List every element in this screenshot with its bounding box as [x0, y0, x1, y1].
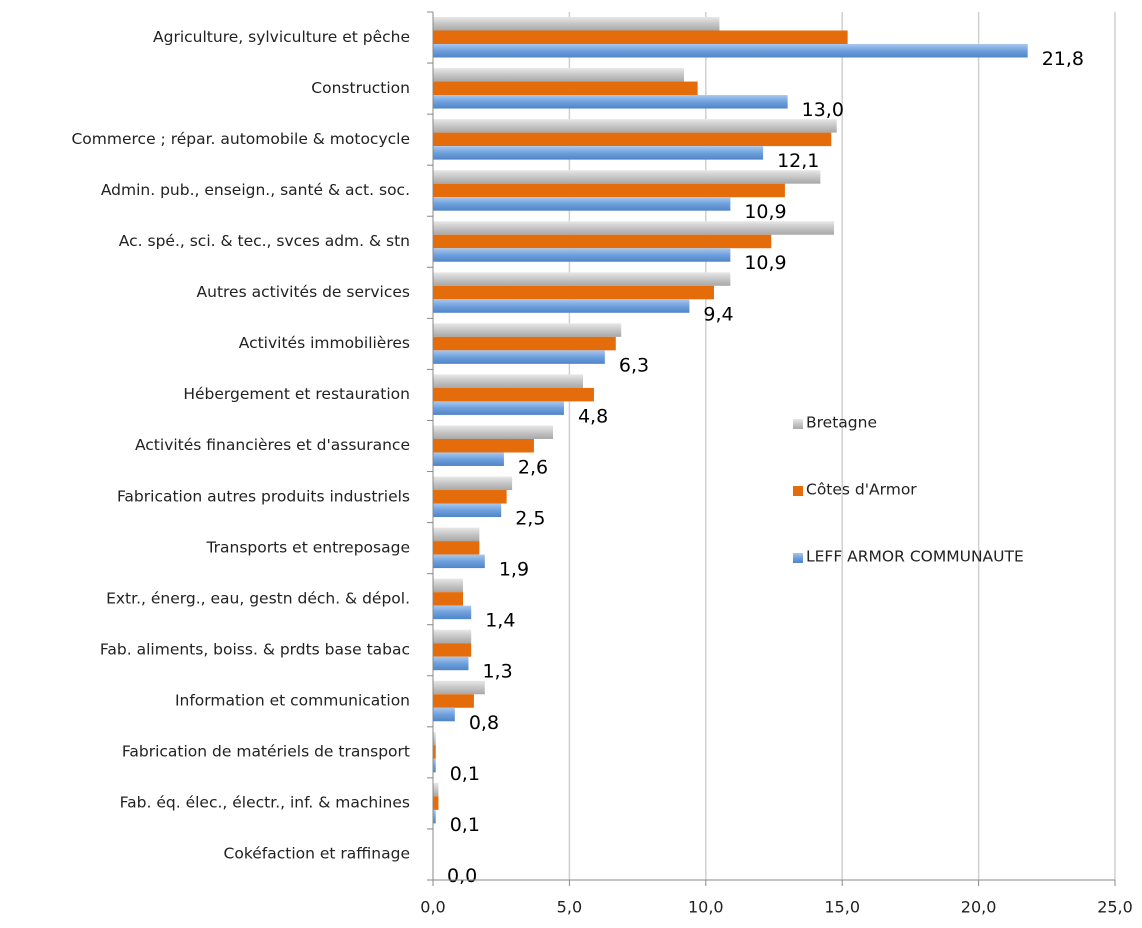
value-label: 12,1 — [777, 150, 819, 172]
bar — [433, 387, 594, 402]
bar — [433, 452, 504, 466]
bar — [433, 146, 764, 160]
category-label: Agriculture, sylviculture et pêche — [153, 28, 410, 46]
bar — [433, 81, 698, 96]
bar — [433, 425, 554, 439]
value-label: 13,0 — [802, 99, 844, 121]
x-tick-label: 10,0 — [688, 898, 724, 917]
bar — [433, 197, 731, 211]
bar — [433, 299, 690, 313]
x-tick-label: 0,0 — [420, 898, 445, 917]
bar — [433, 541, 480, 555]
bar — [433, 694, 474, 708]
bar — [433, 758, 436, 773]
bar — [433, 17, 720, 31]
bar — [433, 438, 534, 453]
bar — [433, 592, 464, 606]
x-tick-label: 15,0 — [824, 898, 860, 917]
category-label: Admin. pub., enseign., santé & act. soc. — [101, 181, 410, 199]
bar — [433, 554, 485, 569]
value-label: 1,4 — [485, 610, 515, 632]
value-label: 0,1 — [450, 763, 480, 785]
bar — [433, 132, 832, 147]
value-label: 10,9 — [744, 252, 786, 274]
category-label: Commerce ; répar. automobile & motocycle — [71, 130, 410, 148]
category-label: Transports et entreposage — [205, 538, 410, 556]
value-label: 0,8 — [469, 712, 499, 734]
bar — [433, 272, 731, 286]
bar — [433, 527, 480, 542]
legend-swatch — [793, 486, 803, 496]
category-label: Fab. éq. élec., électr., inf. & machines — [120, 794, 410, 812]
category-label: Autres activités de services — [197, 283, 410, 301]
value-label: 1,9 — [499, 559, 529, 581]
legend-label: LEFF ARMOR COMMUNAUTE — [806, 548, 1024, 566]
category-label: Activités immobilières — [239, 334, 410, 352]
value-label: 0,1 — [450, 814, 480, 836]
bar — [433, 183, 785, 198]
bar — [433, 248, 731, 262]
bar — [433, 401, 564, 415]
value-label: 2,6 — [518, 456, 548, 478]
bar — [433, 221, 835, 235]
bar — [433, 503, 502, 518]
category-label: Fab. aliments, boiss. & prdts base tabac — [100, 640, 410, 658]
bar — [433, 643, 472, 657]
category-label: Hébergement et restauration — [183, 385, 410, 403]
legend-label: Bretagne — [806, 414, 877, 432]
category-label: Fabrication de matériels de transport — [122, 743, 410, 761]
legend-swatch — [793, 553, 803, 563]
value-label: 1,3 — [482, 661, 512, 683]
category-label: Ac. spé., sci. & tec., svces adm. & stn — [119, 232, 410, 250]
legend-swatch — [793, 419, 803, 429]
bar — [433, 350, 605, 364]
bar — [433, 782, 439, 797]
bar — [433, 796, 439, 810]
bar — [433, 336, 616, 351]
category-label: Cokéfaction et raffinage — [224, 845, 410, 863]
bar — [433, 745, 436, 759]
category-label: Activités financières et d'assurance — [135, 436, 410, 454]
bar — [433, 707, 455, 722]
bar — [433, 605, 472, 620]
value-label: 10,9 — [744, 201, 786, 223]
bar — [433, 285, 714, 300]
bar — [433, 374, 584, 388]
bar — [433, 44, 1028, 58]
bar — [433, 629, 472, 644]
bar — [433, 656, 469, 671]
value-label: 0,0 — [447, 865, 477, 887]
bar — [433, 578, 464, 593]
category-label: Information et communication — [175, 692, 410, 710]
value-label: 6,3 — [619, 354, 649, 376]
x-tick-label: 5,0 — [557, 898, 582, 917]
bar — [433, 95, 788, 109]
bar — [433, 476, 513, 491]
value-label: 4,8 — [578, 405, 608, 427]
bar — [433, 731, 436, 746]
bar — [433, 323, 622, 337]
legend-label: Côtes d'Armor — [806, 481, 917, 499]
bar — [433, 170, 821, 184]
bar — [433, 119, 837, 133]
bar — [433, 680, 485, 695]
bar — [433, 30, 848, 44]
x-tick-label: 20,0 — [961, 898, 997, 917]
bar — [433, 490, 507, 504]
category-label: Extr., énerg., eau, gestn déch. & dépol. — [106, 589, 410, 607]
bar — [433, 809, 436, 824]
value-label: 2,5 — [515, 508, 545, 530]
bar — [433, 68, 684, 82]
bar — [433, 234, 772, 249]
x-tick-label: 25,0 — [1097, 898, 1133, 917]
value-label: 9,4 — [703, 303, 733, 325]
category-label: Fabrication autres produits industriels — [117, 487, 410, 505]
value-label: 21,8 — [1042, 48, 1084, 70]
category-label: Construction — [311, 79, 410, 97]
